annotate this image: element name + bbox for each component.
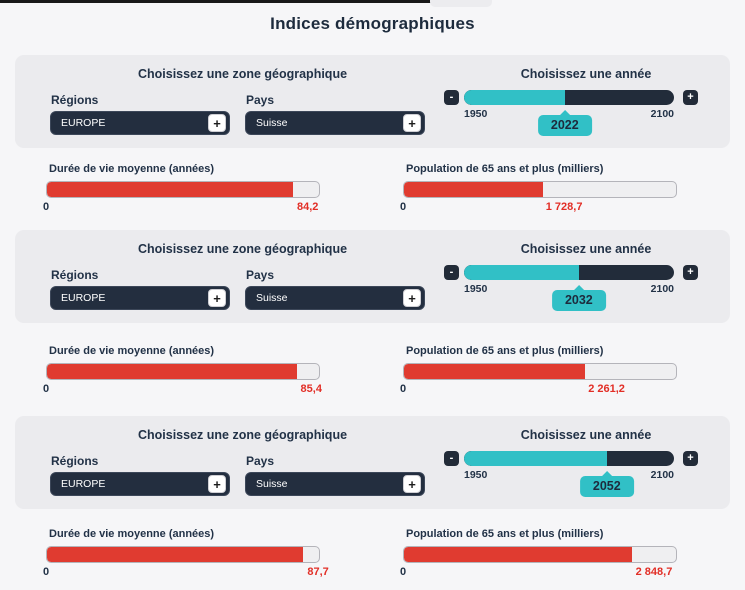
selector-panel: Choisissez une zone géographique Choisis… [15,230,730,323]
year-tooltip: 2052 [579,476,634,497]
pays-dropdown[interactable]: Suisse + [245,286,425,310]
gauge-current-value: 2 261,2 [588,383,625,395]
selector-panel: Choisissez une zone géographique Choisis… [15,416,730,509]
year-tooltip: 2022 [537,115,592,136]
gauge-min-value: 0 [400,201,407,213]
expand-icon[interactable]: + [208,289,226,307]
year-slider-scale: 1950 2100 [464,283,674,295]
population-65-gauge: Population de 65 ans et plus (milliers) … [400,528,693,580]
year-increment-button[interactable]: + [683,90,698,105]
gauge-min-value: 0 [43,383,50,395]
regions-dropdown-value: EUROPE [61,117,106,129]
year-tooltip-lane: 2052 [464,476,674,500]
gauge-label: Population de 65 ans et plus (milliers) [406,163,604,175]
pays-label: Pays [246,93,275,107]
year-section-title: Choisissez une année [520,242,652,256]
slider-min-label: 1950 [464,283,488,295]
pays-label: Pays [246,454,275,468]
gauge-current-value: 1 728,7 [545,201,583,213]
gauge-fill [404,364,585,379]
year-slider[interactable] [464,451,674,466]
gauge-min-value: 0 [400,566,407,578]
slider-min-label: 1950 [464,108,488,120]
gauge-label: Population de 65 ans et plus (milliers) [406,345,604,357]
gauge-label: Durée de vie moyenne (années) [49,345,215,357]
year-section-title: Choisissez une année [520,67,652,81]
year-tooltip-lane: 2032 [464,290,674,314]
gauge-label: Population de 65 ans et plus (milliers) [406,528,604,540]
scrollbar-remnant [430,0,492,7]
slider-max-label: 2100 [650,469,674,481]
year-decrement-button[interactable]: - [444,265,459,280]
gauge-track [46,363,320,380]
gauge-fill [404,547,632,562]
pays-dropdown-value: Suisse [256,117,288,129]
pays-dropdown-value: Suisse [256,292,288,304]
regions-label: Régions [51,93,99,107]
year-decrement-button[interactable]: - [444,451,459,466]
gauge-current-value: 2 848,7 [635,566,673,578]
year-tooltip-lane: 2022 [464,115,674,139]
slider-min-label: 1950 [464,469,488,481]
gauge-track [403,363,677,380]
expand-icon[interactable]: + [403,114,421,132]
expand-icon[interactable]: + [208,475,226,493]
regions-dropdown-value: EUROPE [61,478,106,490]
year-decrement-button[interactable]: - [444,90,459,105]
gauge-current-value: 84,2 [296,201,319,213]
population-65-gauge: Population de 65 ans et plus (milliers) … [400,345,693,397]
regions-dropdown[interactable]: EUROPE + [50,472,230,496]
window-top-edge [0,0,437,3]
year-increment-button[interactable]: + [683,451,698,466]
page-title: Indices démographiques [270,14,475,33]
gauge-fill [47,182,294,197]
gauge-min-value: 0 [43,201,50,213]
gauge-min-value: 0 [43,566,50,578]
life-expectancy-gauge: Durée de vie moyenne (années) 0 87,7 [43,528,336,580]
gauge-fill [47,547,304,562]
selector-panel: Choisissez une zone géographique Choisis… [15,55,730,148]
gauge-current-value: 87,7 [307,566,329,578]
expand-icon[interactable]: + [208,114,226,132]
slider-max-label: 2100 [650,108,674,120]
expand-icon[interactable]: + [403,289,421,307]
regions-dropdown[interactable]: EUROPE + [50,286,230,310]
year-slider[interactable] [464,90,674,105]
gauge-label: Durée de vie moyenne (années) [49,163,215,175]
gauge-track [46,181,320,198]
slider-max-label: 2100 [650,283,674,295]
regions-label: Régions [51,454,99,468]
gauge-min-value: 0 [400,383,407,395]
year-section-title: Choisissez une année [520,428,652,442]
year-slider-fill [464,90,565,105]
pays-dropdown[interactable]: Suisse + [245,111,425,135]
year-slider-scale: 1950 2100 [464,469,674,481]
pays-label: Pays [246,268,275,282]
zone-section-title: Choisissez une zone géographique [137,428,348,442]
gauge-track [403,546,677,563]
regions-label: Régions [51,268,99,282]
zone-section-title: Choisissez une zone géographique [137,242,348,256]
population-65-gauge: Population de 65 ans et plus (milliers) … [400,163,693,215]
expand-icon[interactable]: + [403,475,421,493]
year-slider-fill [464,451,607,466]
gauge-fill [404,182,543,197]
pays-dropdown-value: Suisse [256,478,288,490]
regions-dropdown[interactable]: EUROPE + [50,111,230,135]
year-slider-scale: 1950 2100 [464,108,674,120]
life-expectancy-gauge: Durée de vie moyenne (années) 0 85,4 [43,345,336,397]
gauge-track [46,546,320,563]
gauge-fill [47,364,297,379]
regions-dropdown-value: EUROPE [61,292,106,304]
gauge-current-value: 85,4 [300,383,322,395]
zone-section-title: Choisissez une zone géographique [137,67,348,81]
gauge-label: Durée de vie moyenne (années) [49,528,215,540]
life-expectancy-gauge: Durée de vie moyenne (années) 0 84,2 [43,163,336,215]
year-slider-fill [464,265,579,280]
year-slider[interactable] [464,265,674,280]
year-increment-button[interactable]: + [683,265,698,280]
year-tooltip: 2032 [551,290,606,311]
pays-dropdown[interactable]: Suisse + [245,472,425,496]
gauge-track [403,181,677,198]
